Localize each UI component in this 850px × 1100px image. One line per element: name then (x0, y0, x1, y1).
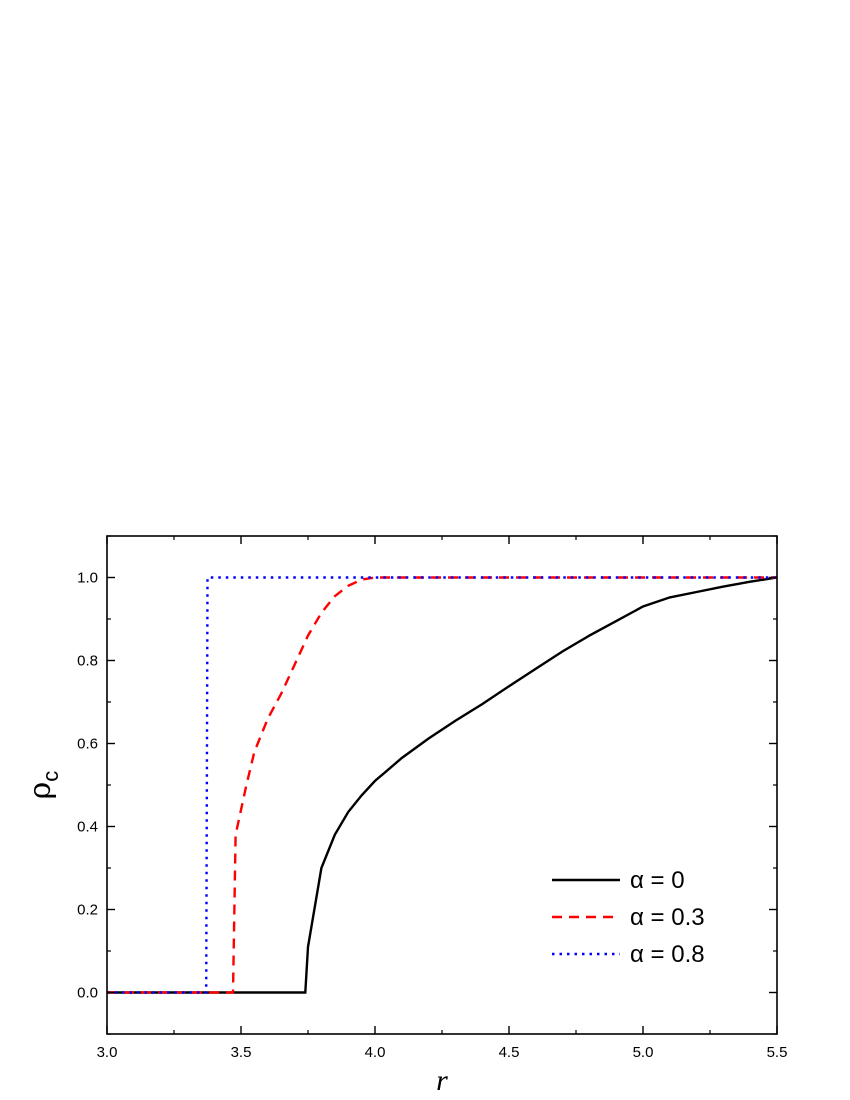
legend-label-0: α = 0 (630, 867, 685, 894)
x-axis-title: r (436, 1064, 448, 1097)
x-tick-label: 5.0 (633, 1044, 654, 1061)
x-tick-label: 5.5 (767, 1044, 788, 1061)
y-axis-title-main: ρ (23, 782, 58, 800)
ticks-layer: 3.0 3.5 4.0 4.5 5.0 5.5 0.0 0.2 0.4 0.6 0.8 1.0 (77, 535, 788, 1061)
x-tick-label: 4.5 (499, 1044, 520, 1061)
series-line-1 (107, 576, 777, 994)
series-layer (107, 576, 778, 994)
y-axis-title: ρc (23, 771, 63, 800)
y-tick-label: 0.2 (77, 902, 98, 919)
y-axis-title-subscript: c (38, 771, 63, 782)
y-tick-label: 0.8 (77, 653, 98, 670)
y-tick-label: 1.0 (77, 570, 98, 587)
svg-text:ρc: ρc (23, 771, 63, 800)
legend-label-1: α = 0.3 (630, 904, 705, 931)
y-tick-label: 0.4 (77, 819, 98, 836)
legend: α = 0 α = 0.3 α = 0.8 (552, 867, 705, 968)
series-line-0 (107, 576, 778, 994)
x-tick-label: 3.0 (97, 1044, 118, 1061)
legend-label-2: α = 0.8 (630, 941, 705, 968)
x-tick-label: 3.5 (231, 1044, 252, 1061)
y-tick-label: 0.0 (77, 985, 98, 1002)
y-tick-label: 0.6 (77, 736, 98, 753)
x-tick-label: 4.0 (365, 1044, 386, 1061)
